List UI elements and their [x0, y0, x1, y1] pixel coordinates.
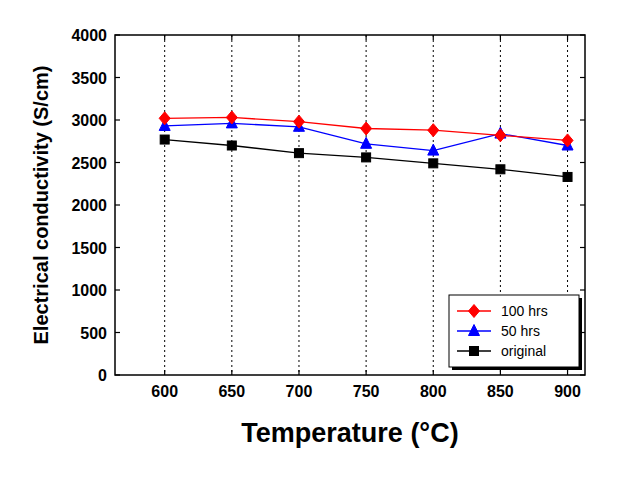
y-tick-label: 3500: [71, 70, 107, 87]
legend-marker: [469, 325, 480, 336]
y-tick-label: 500: [80, 325, 107, 342]
data-point: [362, 153, 371, 162]
grid-line: [164, 35, 165, 375]
x-tick-label: 700: [286, 383, 313, 400]
y-tick-label: 0: [98, 367, 107, 384]
y-tick-label: 4000: [71, 27, 107, 44]
legend-label: 100 hrs: [501, 303, 548, 319]
data-point: [563, 172, 572, 181]
plot-area: [159, 111, 573, 182]
x-tick-label: 600: [151, 383, 178, 400]
data-point: [293, 115, 304, 128]
data-point: [496, 165, 505, 174]
data-point: [428, 144, 439, 155]
y-tick-label: 3000: [71, 112, 107, 129]
data-point: [160, 135, 169, 144]
y-tick-label: 1000: [71, 282, 107, 299]
legend-label: original: [501, 343, 546, 359]
data-point: [429, 159, 438, 168]
data-point: [294, 149, 303, 158]
x-tick-label: 750: [353, 383, 380, 400]
x-tick-label: 800: [420, 383, 447, 400]
grid-line: [366, 35, 367, 375]
legend: [449, 295, 579, 367]
background: [0, 0, 637, 491]
grid-line: [298, 35, 299, 375]
data-point: [226, 111, 237, 124]
x-tick-label: 900: [554, 383, 581, 400]
y-tick-label: 2500: [71, 155, 107, 172]
x-tick-label: 650: [218, 383, 245, 400]
data-point: [361, 137, 372, 148]
grid-line: [433, 35, 434, 375]
data-point: [159, 112, 170, 125]
chart: 600 650 700 750 800 850 900 0 500 1000 1500 2000 250…: [0, 0, 637, 491]
data-point: [227, 141, 236, 150]
data-point: [562, 134, 573, 147]
y-tick-label: 2000: [71, 197, 107, 214]
series-line: [165, 117, 568, 140]
grid-line: [231, 35, 232, 375]
y-axis-label: Electrical conductivity (S/cm): [30, 66, 52, 345]
legend-marker: [470, 347, 479, 356]
plot-frame: [115, 35, 585, 375]
data-point: [361, 122, 372, 135]
y-tick-label: 1500: [71, 240, 107, 257]
x-axis-label: Temperature (°C): [241, 418, 458, 448]
legend-label: 50 hrs: [501, 323, 540, 339]
legend-marker: [469, 305, 480, 318]
data-point: [428, 124, 439, 137]
data-point: [495, 129, 506, 142]
x-tick-label: 850: [487, 383, 514, 400]
